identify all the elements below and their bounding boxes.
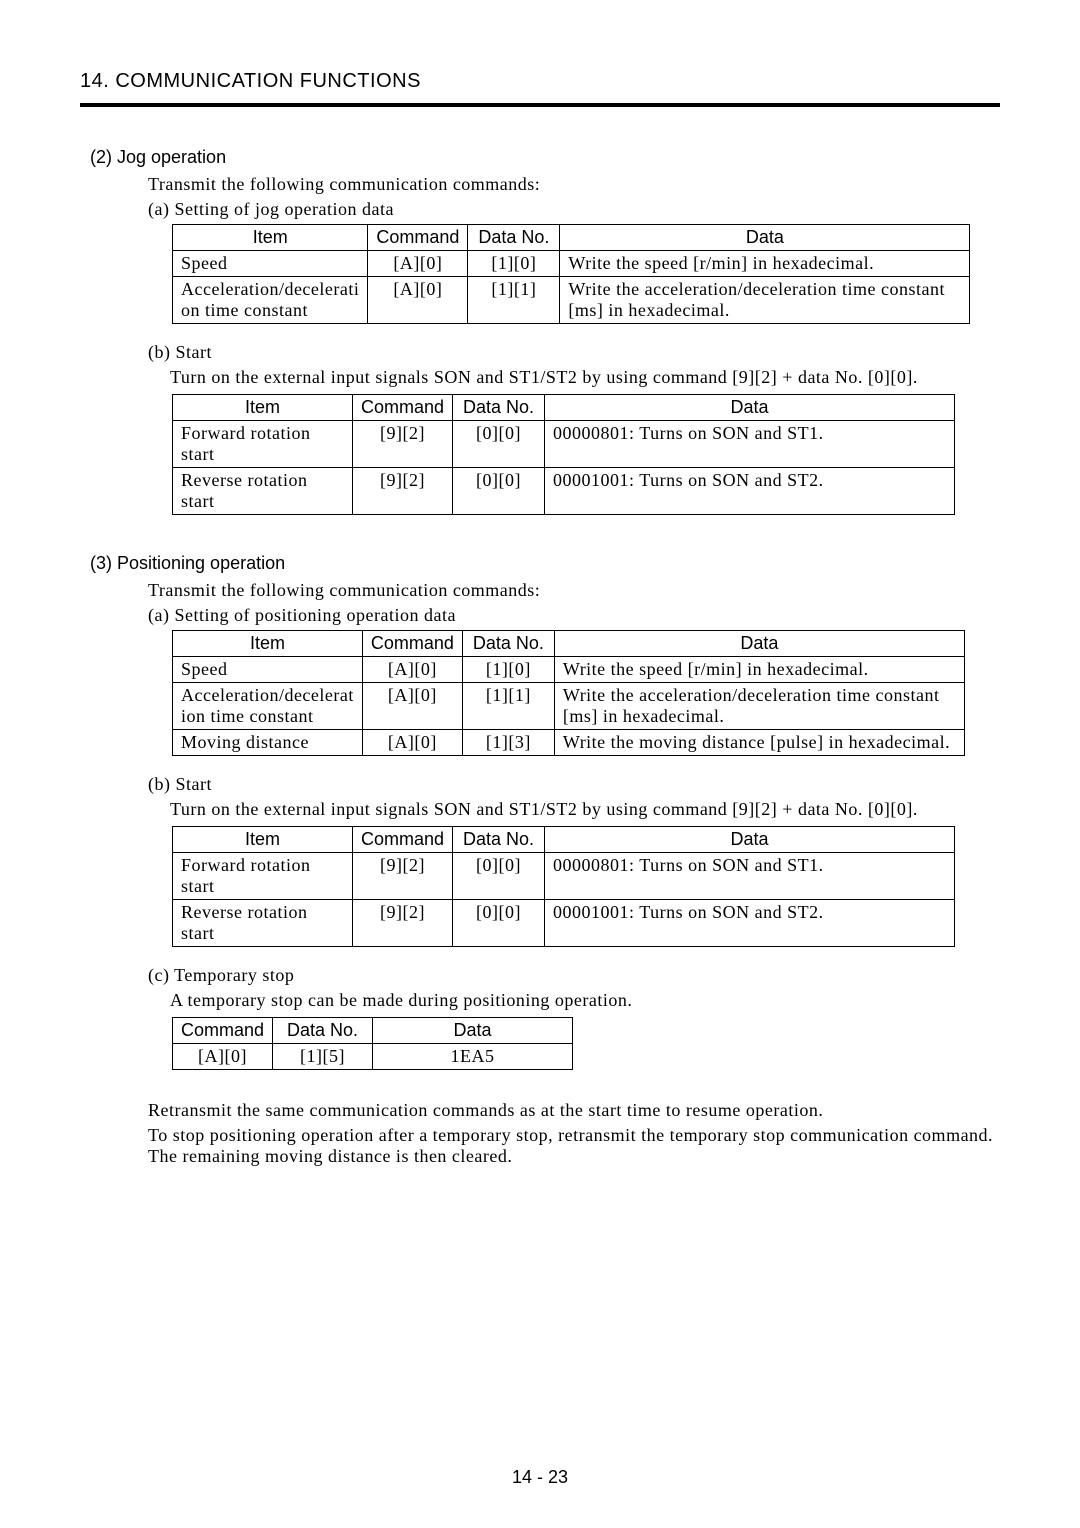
trail-2: To stop positioning operation after a te… (148, 1125, 1000, 1167)
table-header-row: Command Data No. Data (173, 1018, 573, 1044)
cell-item: Reverse rotation start (173, 900, 353, 947)
table-header-row: Item Command Data No. Data (173, 827, 955, 853)
section-2-heading: (2) Jog operation (90, 147, 1000, 168)
section-3-intro: Transmit the following communication com… (148, 580, 1000, 601)
th-command: Command (353, 827, 453, 853)
cell-data: 00000801: Turns on SON and ST1. (545, 853, 955, 900)
table-row: Acceleration/decelerati​on time constant… (173, 277, 970, 324)
page-number: 14 - 23 (0, 1467, 1080, 1488)
th-item: Item (173, 631, 363, 657)
cell-data: Write the acceleration/deceleration time… (554, 683, 964, 730)
positioning-data-table: Item Command Data No. Data Speed [A][0] … (172, 630, 965, 756)
table-row: Speed [A][0] [1][0] Write the speed [r/m… (173, 657, 965, 683)
cell-cmd: [A][0] (362, 657, 462, 683)
th-data: Data (373, 1018, 573, 1044)
cell-cmd: [9][2] (353, 421, 453, 468)
positioning-start-table: Item Command Data No. Data Forward rotat… (172, 826, 955, 947)
cell-datano: [1][0] (462, 657, 554, 683)
cell-data: 1EA5 (373, 1044, 573, 1070)
section-2a-label: (a) Setting of jog operation data (148, 199, 1000, 220)
section-3b-text: Turn on the external input signals SON a… (170, 799, 1000, 820)
jog-data-table: Item Command Data No. Data Speed [A][0] … (172, 224, 970, 324)
cell-item: Speed (173, 251, 368, 277)
cell-cmd: [A][0] (368, 277, 468, 324)
jog-start-table: Item Command Data No. Data Forward rotat… (172, 394, 955, 515)
cell-datano: [1][1] (462, 683, 554, 730)
cell-item: Reverse rotation start (173, 468, 353, 515)
table-row: Forward rotation start [9][2] [0][0] 000… (173, 853, 955, 900)
table-header-row: Item Command Data No. Data (173, 395, 955, 421)
temp-stop-table: Command Data No. Data [A][0] [1][5] 1EA5 (172, 1017, 573, 1070)
table-row: Speed [A][0] [1][0] Write the speed [r/m… (173, 251, 970, 277)
th-data: Data (545, 827, 955, 853)
cell-item: Forward rotation start (173, 421, 353, 468)
table-row: [A][0] [1][5] 1EA5 (173, 1044, 573, 1070)
cell-cmd: [A][0] (362, 730, 462, 756)
th-command: Command (353, 395, 453, 421)
trail-1: Retransmit the same communication comman… (148, 1100, 1000, 1121)
cell-cmd: [9][2] (353, 900, 453, 947)
cell-data: Write the speed [r/min] in hexadecimal. (554, 657, 964, 683)
cell-item: Moving distance (173, 730, 363, 756)
cell-data: 00000801: Turns on SON and ST1. (545, 421, 955, 468)
section-2b-text: Turn on the external input signals SON a… (170, 367, 1000, 388)
section-2b-label: (b) Start (148, 342, 1000, 363)
section-3b-label: (b) Start (148, 774, 1000, 795)
cell-cmd: [A][0] (173, 1044, 273, 1070)
cell-cmd: [9][2] (353, 853, 453, 900)
table-row: Reverse rotation start [9][2] [0][0] 000… (173, 900, 955, 947)
table-row: Moving distance [A][0] [1][3] Write the … (173, 730, 965, 756)
section-3c-text: A temporary stop can be made during posi… (170, 990, 1000, 1011)
th-data: Data (560, 225, 970, 251)
cell-item: Acceleration/decelerati​on time constant (173, 277, 368, 324)
cell-item: Acceleration/decelerat​ion time constant (173, 683, 363, 730)
page-title: 14. COMMUNICATION FUNCTIONS (80, 70, 1000, 93)
cell-item: Forward rotation start (173, 853, 353, 900)
cell-datano: [0][0] (453, 468, 545, 515)
th-datano: Data No. (462, 631, 554, 657)
title-rule (80, 103, 1000, 107)
cell-datano: [1][0] (468, 251, 560, 277)
cell-datano: [1][5] (273, 1044, 373, 1070)
th-datano: Data No. (468, 225, 560, 251)
th-datano: Data No. (453, 827, 545, 853)
th-datano: Data No. (273, 1018, 373, 1044)
cell-data: Write the moving distance [pulse] in hex… (554, 730, 964, 756)
th-datano: Data No. (453, 395, 545, 421)
cell-datano: [0][0] (453, 853, 545, 900)
th-data: Data (545, 395, 955, 421)
cell-data: 00001001: Turns on SON and ST2. (545, 468, 955, 515)
cell-datano: [1][1] (468, 277, 560, 324)
th-item: Item (173, 827, 353, 853)
cell-cmd: [A][0] (362, 683, 462, 730)
cell-cmd: [A][0] (368, 251, 468, 277)
th-data: Data (554, 631, 964, 657)
table-row: Reverse rotation start [9][2] [0][0] 000… (173, 468, 955, 515)
cell-datano: [1][3] (462, 730, 554, 756)
section-2-intro: Transmit the following communication com… (148, 174, 1000, 195)
cell-data: 00001001: Turns on SON and ST2. (545, 900, 955, 947)
cell-datano: [0][0] (453, 900, 545, 947)
section-3-heading: (3) Positioning operation (90, 553, 1000, 574)
cell-data: Write the acceleration/deceleration time… (560, 277, 970, 324)
table-row: Acceleration/decelerat​ion time constant… (173, 683, 965, 730)
cell-item: Speed (173, 657, 363, 683)
section-3c-label: (c) Temporary stop (148, 965, 1000, 986)
th-command: Command (368, 225, 468, 251)
table-header-row: Item Command Data No. Data (173, 225, 970, 251)
cell-cmd: [9][2] (353, 468, 453, 515)
th-command: Command (362, 631, 462, 657)
cell-data: Write the speed [r/min] in hexadecimal. (560, 251, 970, 277)
table-header-row: Item Command Data No. Data (173, 631, 965, 657)
table-row: Forward rotation start [9][2] [0][0] 000… (173, 421, 955, 468)
th-item: Item (173, 225, 368, 251)
th-item: Item (173, 395, 353, 421)
cell-datano: [0][0] (453, 421, 545, 468)
th-command: Command (173, 1018, 273, 1044)
section-3a-label: (a) Setting of positioning operation dat… (148, 605, 1000, 626)
